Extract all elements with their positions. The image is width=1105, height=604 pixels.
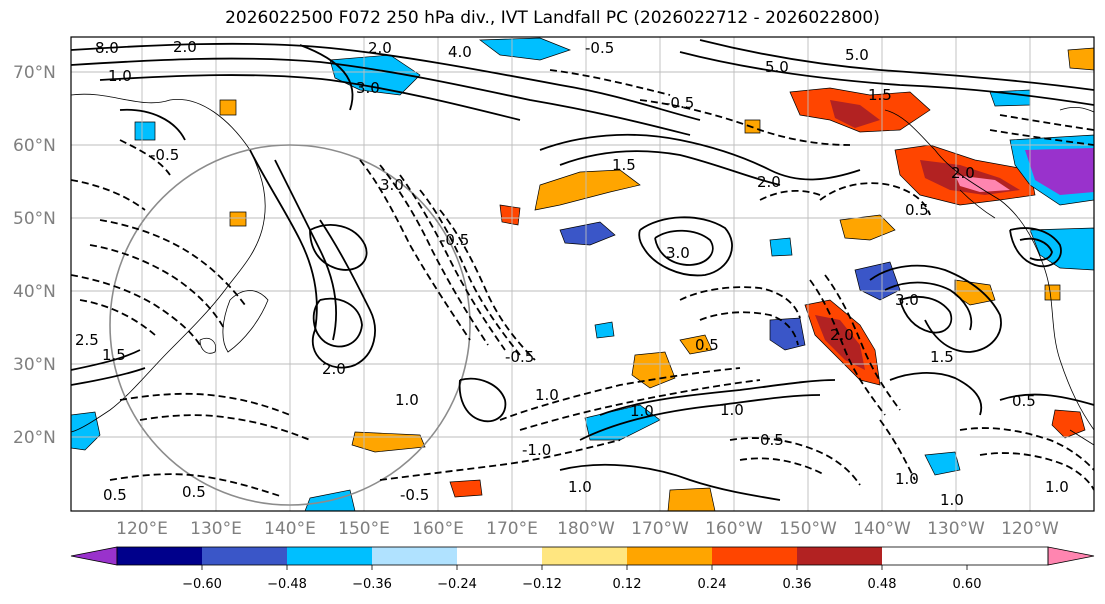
colorbar-segment [712,547,797,565]
contour-label: 1.0 [630,402,654,420]
contour-label: -0.5 [150,146,179,164]
contour-label: 0.5 [905,201,929,219]
contour-label: 0.5 [760,431,784,449]
lat-label: 40°N [13,282,56,302]
colorbar: −0.60 −0.48 −0.36 −0.24 −0.12 0.12 0.24 … [70,546,1095,592]
contour-label: 2.0 [322,360,346,378]
contour-label: 0.5 [182,483,206,501]
colorbar-tick-label: 0.24 [698,577,727,592]
lon-label: 150°W [779,519,837,539]
contour-label: -0.5 [665,94,694,112]
contour-label: 1.0 [568,478,592,496]
contour-label: 1.5 [612,156,636,174]
contour-label: 3.0 [356,79,380,97]
range-circle [109,144,471,506]
map-frame [70,36,1095,512]
lon-label: 140°W [853,519,911,539]
contour-label: 2.0 [951,164,975,182]
colorbar-tick-label: −0.60 [182,577,222,592]
contour-label: 1.0 [895,470,919,488]
negative-contours [71,69,1094,497]
colorbar-segment [627,547,712,565]
contour-label: 2.0 [368,39,392,57]
contour-label: 1.0 [395,391,419,409]
lat-label: 20°N [13,428,56,448]
coastlines [71,93,1094,446]
contour-label: -0.5 [505,348,534,366]
lat-label: 50°N [13,209,56,229]
map-background [71,37,1094,511]
lon-label: 170°W [631,519,689,539]
lon-label: 150°E [338,519,390,539]
contour-label: 1.0 [108,67,132,85]
colorbar-segment [372,547,457,565]
lon-label: 170°E [486,519,538,539]
colorbar-tick-label: −0.36 [352,577,392,592]
colorbar-frame [116,546,1049,566]
colorbar-segment [457,547,542,565]
colorbar-tick-label: −0.24 [437,577,477,592]
colorbar-segment [797,547,882,565]
colorbar-segment [202,547,287,565]
contour-label: 8.0 [95,39,119,57]
lon-label: 180°W [557,519,615,539]
contour-label: 0.5 [103,486,127,504]
lon-label: 120°W [1001,519,1059,539]
lon-label: 140°E [264,519,316,539]
contour-label: -0.5 [400,486,429,504]
contour-label: 2.0 [830,326,854,344]
contour-label: -0.5 [440,231,469,249]
lon-label: 120°E [116,519,168,539]
lon-label: 160°W [705,519,763,539]
colorbar-tick-label: 0.12 [613,577,642,592]
contour-label: 3.0 [895,291,919,309]
colorbar-extend-right [1047,546,1095,566]
contour-label: 1.0 [720,401,744,419]
colorbar-segment [542,547,627,565]
lat-label: 30°N [13,355,56,375]
colorbar-extend-left [70,546,118,566]
lon-label: 130°E [190,519,242,539]
contour-label: 0.5 [1012,392,1036,410]
contour-label: 2.0 [757,173,781,191]
colorbar-tick-label: 0.36 [783,577,812,592]
colorbar-tick-label: −0.12 [522,577,562,592]
colorbar-segment [287,547,372,565]
lon-label: 160°E [412,519,464,539]
contour-label: 1.5 [930,348,954,366]
divergence-shading [71,37,1094,511]
contour-label: 1.0 [1045,478,1069,496]
contour-label: 2.0 [173,38,197,56]
contour-label: 5.0 [765,58,789,76]
contour-label: 4.0 [448,43,472,61]
lon-label: 130°W [927,519,985,539]
contour-label: 2.5 [75,331,99,349]
contour-label: -0.5 [585,39,614,57]
contour-label: 1.5 [868,86,892,104]
contour-label: 5.0 [845,46,869,64]
contour-label: 3.0 [666,244,690,262]
contour-label: 0.5 [695,336,719,354]
contour-label: -1.0 [522,441,551,459]
colorbar-segment [117,547,202,565]
colorbar-tick-label: −0.48 [267,577,307,592]
gridlines [71,37,1094,511]
contour-label-group: 8.0 2.0 2.0 4.0 -0.5 1.0 3.0 5.0 5.0 -0.… [75,38,1069,509]
contour-label: 1.0 [940,491,964,509]
colorbar-tick-label: 0.48 [868,577,897,592]
longitude-labels: 120°E 130°E 140°E 150°E 160°E 170°E 180°… [116,519,1059,539]
contour-label: 3.0 [380,176,404,194]
positive-contours [71,39,1094,501]
latitude-labels: 70°N 60°N 50°N 40°N 30°N 20°N [13,63,56,448]
map-title: 2026022500 F072 250 hPa div., IVT Landfa… [225,8,880,28]
contour-label: 1.0 [535,386,559,404]
lat-label: 70°N [13,63,56,83]
colorbar-tick-label: 0.60 [953,577,982,592]
lat-label: 60°N [13,136,56,156]
contour-label: 1.5 [102,346,126,364]
